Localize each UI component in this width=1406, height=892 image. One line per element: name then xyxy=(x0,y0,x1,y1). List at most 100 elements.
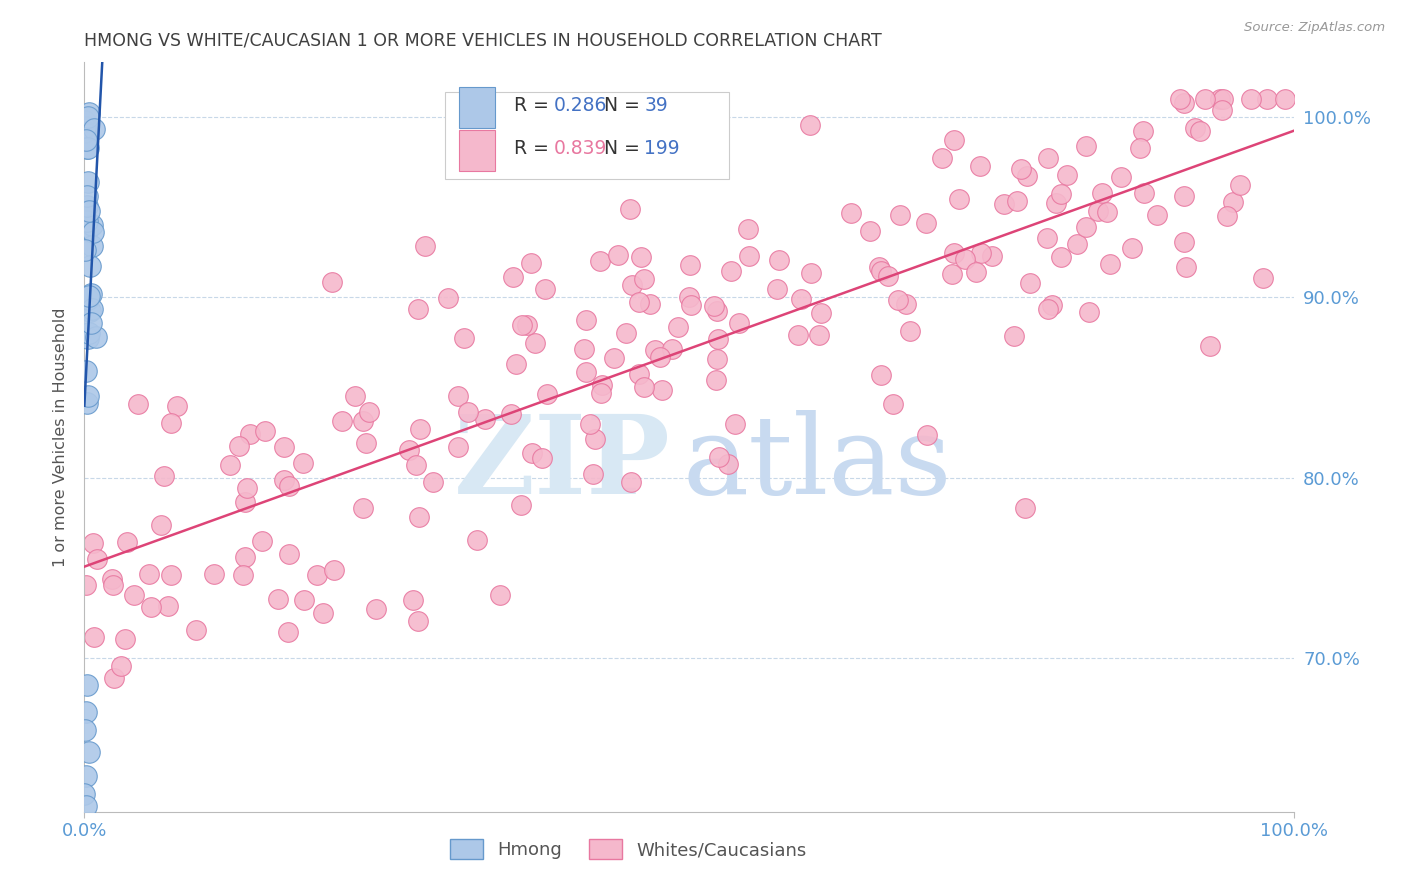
Point xyxy=(1109,169,1132,184)
Point xyxy=(706,351,728,366)
FancyBboxPatch shape xyxy=(444,93,728,178)
Point xyxy=(581,467,603,481)
Point xyxy=(799,266,821,280)
Point xyxy=(579,417,602,431)
Text: 199: 199 xyxy=(644,139,681,158)
Point xyxy=(859,224,882,238)
Point xyxy=(1121,241,1143,255)
Point xyxy=(948,192,970,206)
Point xyxy=(73,787,96,801)
Text: N =: N = xyxy=(605,95,647,115)
Point xyxy=(868,260,890,274)
Point xyxy=(219,458,242,473)
Point xyxy=(103,671,125,685)
Point xyxy=(1173,96,1195,111)
Point xyxy=(661,343,683,357)
Point xyxy=(523,335,546,350)
Point xyxy=(1087,203,1109,218)
Point xyxy=(620,475,643,489)
Point xyxy=(651,383,673,397)
Point xyxy=(408,615,430,629)
Point xyxy=(1014,501,1036,516)
Point xyxy=(720,264,742,278)
Point xyxy=(1194,91,1216,105)
Point xyxy=(1074,138,1097,153)
Point xyxy=(707,332,730,346)
Point xyxy=(706,304,728,318)
FancyBboxPatch shape xyxy=(460,129,495,171)
Point xyxy=(75,706,97,720)
Point xyxy=(344,389,367,403)
Text: HMONG VS WHITE/CAUCASIAN 1 OR MORE VEHICLES IN HOUSEHOLD CORRELATION CHART: HMONG VS WHITE/CAUCASIAN 1 OR MORE VEHIC… xyxy=(84,32,882,50)
Point xyxy=(77,326,100,341)
Point xyxy=(638,297,661,311)
Point xyxy=(898,324,921,338)
Point xyxy=(707,450,730,464)
Point xyxy=(1146,208,1168,222)
Point xyxy=(1211,103,1233,118)
Point xyxy=(1184,121,1206,136)
Point xyxy=(510,318,533,332)
Point xyxy=(406,301,429,316)
Point xyxy=(76,214,98,228)
Point xyxy=(841,205,863,219)
Point xyxy=(307,567,329,582)
Point xyxy=(1056,168,1078,182)
Point xyxy=(738,249,761,263)
Point xyxy=(614,326,637,340)
Point xyxy=(1173,189,1195,203)
Point xyxy=(408,422,430,436)
Point xyxy=(993,197,1015,211)
Point xyxy=(1045,195,1067,210)
Point xyxy=(1040,298,1063,312)
Point xyxy=(648,351,671,365)
Point xyxy=(76,678,98,692)
Point xyxy=(1050,186,1073,201)
Point xyxy=(1212,91,1234,105)
Point xyxy=(619,202,641,217)
Point xyxy=(509,498,531,512)
Point xyxy=(703,299,725,313)
Point xyxy=(157,599,180,613)
Point xyxy=(1036,302,1059,317)
Point xyxy=(522,446,544,460)
Point xyxy=(127,397,149,411)
Point xyxy=(915,216,938,230)
Point xyxy=(628,368,651,382)
Point xyxy=(915,427,938,442)
Point xyxy=(76,110,98,124)
Point xyxy=(101,573,124,587)
Point xyxy=(413,239,436,253)
Point xyxy=(79,304,101,318)
Point xyxy=(488,588,510,602)
Point xyxy=(583,432,606,446)
Point xyxy=(768,253,790,268)
Point xyxy=(77,292,100,306)
Point xyxy=(889,208,911,222)
Point xyxy=(572,342,595,356)
Point xyxy=(267,591,290,606)
Text: Source: ZipAtlas.com: Source: ZipAtlas.com xyxy=(1244,21,1385,34)
Point xyxy=(453,331,475,345)
Point xyxy=(277,479,299,493)
Point xyxy=(114,632,136,646)
Point xyxy=(75,125,97,139)
Point xyxy=(516,318,538,333)
Point xyxy=(1240,91,1263,105)
Point xyxy=(894,297,917,311)
Point xyxy=(505,357,527,371)
Point xyxy=(575,365,598,379)
Point xyxy=(366,602,388,616)
Text: N =: N = xyxy=(605,139,647,158)
Point xyxy=(965,265,987,279)
Point xyxy=(737,221,759,235)
Point xyxy=(76,224,98,238)
Point xyxy=(160,416,183,430)
Point xyxy=(239,427,262,442)
Point xyxy=(76,141,98,155)
Y-axis label: 1 or more Vehicles in Household: 1 or more Vehicles in Household xyxy=(53,308,69,566)
Point xyxy=(79,203,101,218)
Point xyxy=(1173,235,1195,249)
Point xyxy=(457,405,479,419)
Point xyxy=(110,659,132,673)
